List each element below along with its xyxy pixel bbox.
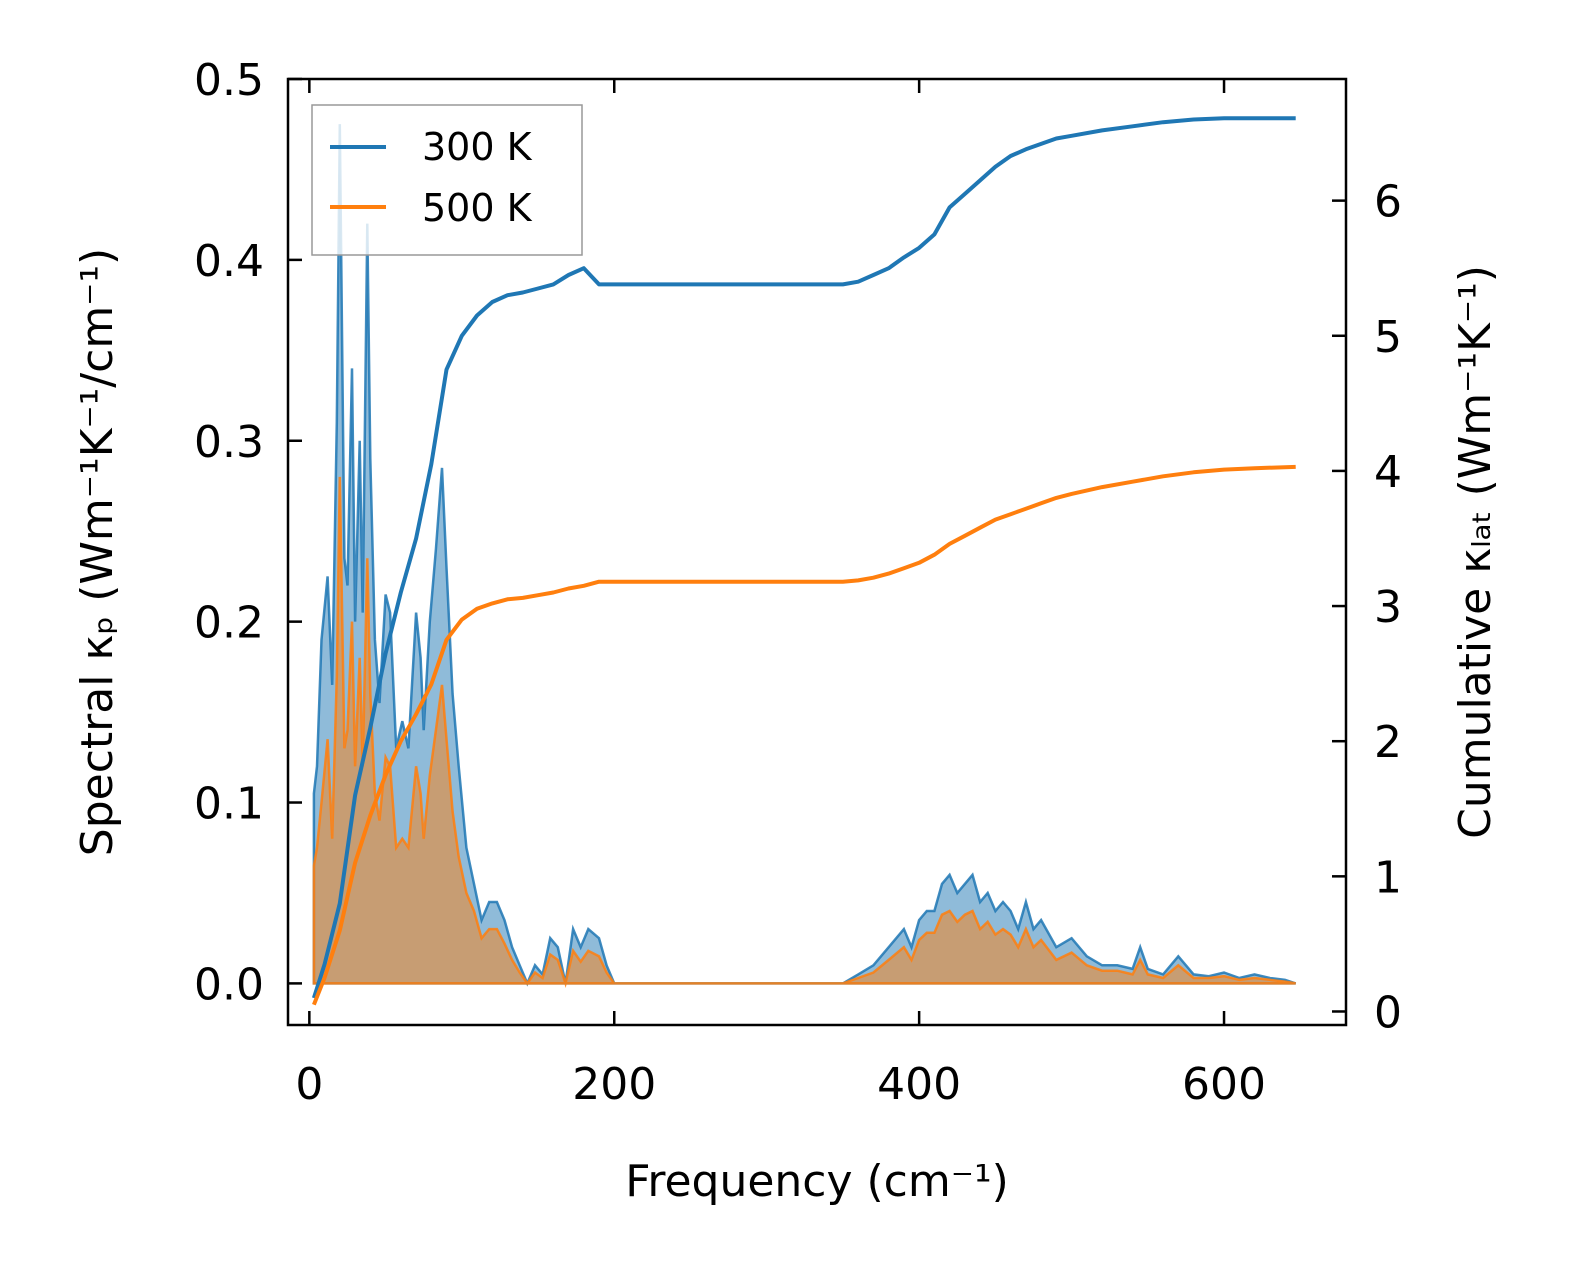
- legend-label-300k: 300 K: [422, 125, 533, 169]
- x-axis: 0 200 400 600: [295, 79, 1266, 1110]
- spectral-area-500k: [312, 476, 1296, 989]
- y-left-tick-label: 0.0: [194, 959, 264, 1010]
- y-axis-left: 0.0 0.1 0.2 0.3 0.4 0.5: [194, 55, 302, 1010]
- legend: 300 K 500 K: [311, 104, 583, 256]
- x-tick-label: 200: [572, 1059, 656, 1110]
- plot-area: [286, 77, 1348, 1027]
- y-axis-left-title: Spectral κₚ (Wm⁻¹K⁻¹/cm⁻¹): [72, 248, 123, 856]
- x-tick-label: 600: [1182, 1059, 1266, 1110]
- y-left-tick-label: 0.2: [194, 598, 264, 649]
- cumulative-line-500k: [312, 464, 1296, 1006]
- y-axis-right: 0 1 2 3 4 5 6: [1332, 177, 1402, 1038]
- spectral-fills: [312, 124, 1297, 989]
- y-right-tick-label: 3: [1374, 582, 1402, 633]
- y-right-tick-label: 0: [1374, 987, 1402, 1038]
- cumulative-line-300k: [311, 116, 1296, 999]
- y-left-tick-label: 0.5: [194, 55, 264, 106]
- y-right-tick-label: 1: [1374, 852, 1402, 903]
- cumulative-lines: [311, 116, 1296, 1006]
- y-left-tick-label: 0.4: [194, 236, 264, 287]
- y-left-tick-label: 0.3: [194, 417, 264, 468]
- y-axis-right-title: Cumulative κₗₐₜ (Wm⁻¹K⁻¹): [1450, 265, 1501, 839]
- y-left-tick-label: 0.1: [194, 779, 264, 830]
- x-tick-label: 0: [295, 1059, 323, 1110]
- legend-frame: [311, 104, 583, 256]
- x-axis-title: Frequency (cm⁻¹): [625, 1156, 1009, 1207]
- y-right-tick-label: 6: [1374, 177, 1402, 228]
- y-right-tick-label: 5: [1374, 312, 1402, 363]
- plot-frame: [286, 77, 1348, 1027]
- y-right-tick-label: 4: [1374, 447, 1402, 498]
- legend-label-500k: 500 K: [422, 186, 533, 230]
- x-tick-label: 400: [877, 1059, 961, 1110]
- y-right-tick-label: 2: [1374, 717, 1402, 768]
